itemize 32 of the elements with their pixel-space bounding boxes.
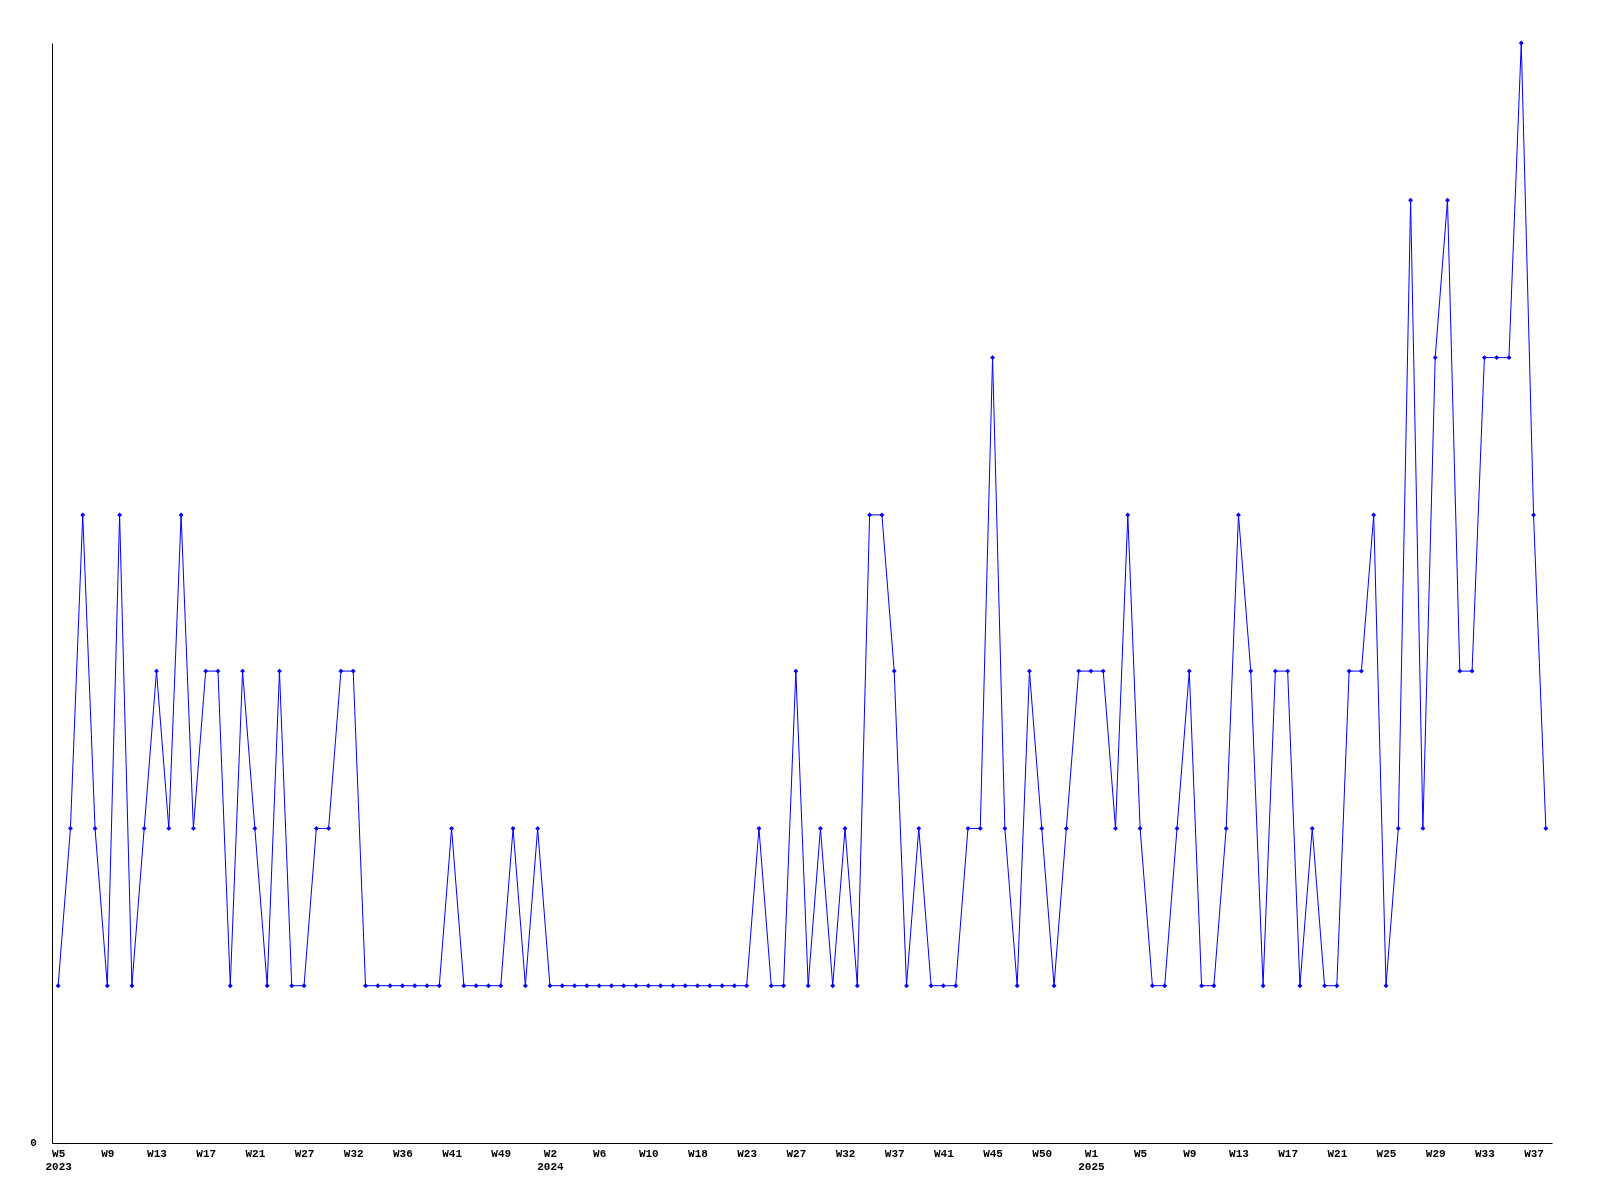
x-tick-label: W32 bbox=[835, 1147, 856, 1160]
x-tick-label: W27 bbox=[294, 1147, 315, 1160]
x-tick-label: W9 bbox=[101, 1147, 115, 1160]
x-tick-label: W41 bbox=[933, 1147, 955, 1160]
x-tick-label: W36 bbox=[393, 1147, 413, 1160]
text: 0 bbox=[30, 1137, 37, 1149]
x-tick-label: W1 2025 bbox=[1078, 1147, 1106, 1173]
x-tick-label: W37 bbox=[884, 1147, 905, 1160]
x-tick-label: W33 bbox=[1474, 1147, 1496, 1160]
x-tick-label: W13 bbox=[147, 1147, 168, 1160]
x-tick-label: W23 bbox=[737, 1147, 758, 1160]
x-tick-label: W25 bbox=[1376, 1147, 1397, 1160]
x-tick-label: W21 bbox=[1327, 1147, 1348, 1160]
x-tick-label: W21 bbox=[245, 1147, 266, 1160]
x-tick-label: W10 bbox=[638, 1147, 659, 1160]
x-tick-label: W9 bbox=[1183, 1147, 1197, 1160]
x-tick-label: W17 bbox=[196, 1147, 217, 1160]
x-tick-label: W50 bbox=[1032, 1147, 1053, 1160]
x-tick-label: W5 bbox=[1134, 1147, 1148, 1160]
x-tick-label: W18 bbox=[688, 1147, 709, 1160]
x-tick-label: W37 bbox=[1524, 1147, 1544, 1160]
x-tick-label: W29 bbox=[1425, 1147, 1446, 1160]
x-tick-label: W45 bbox=[983, 1147, 1004, 1160]
x-tick-label: W2 2024 bbox=[537, 1147, 565, 1173]
x-tick-label: W41 bbox=[442, 1147, 463, 1160]
x-tick-label: W6 bbox=[593, 1147, 607, 1160]
x-tick-label: W49 bbox=[491, 1147, 512, 1160]
x-tick-label: W5 2023 bbox=[45, 1147, 73, 1173]
x-tick-label: W17 bbox=[1278, 1147, 1299, 1160]
x-tick-label: W13 bbox=[1229, 1147, 1250, 1160]
x-tick-label: W32 bbox=[343, 1147, 364, 1160]
x-tick-label: W27 bbox=[786, 1147, 807, 1160]
